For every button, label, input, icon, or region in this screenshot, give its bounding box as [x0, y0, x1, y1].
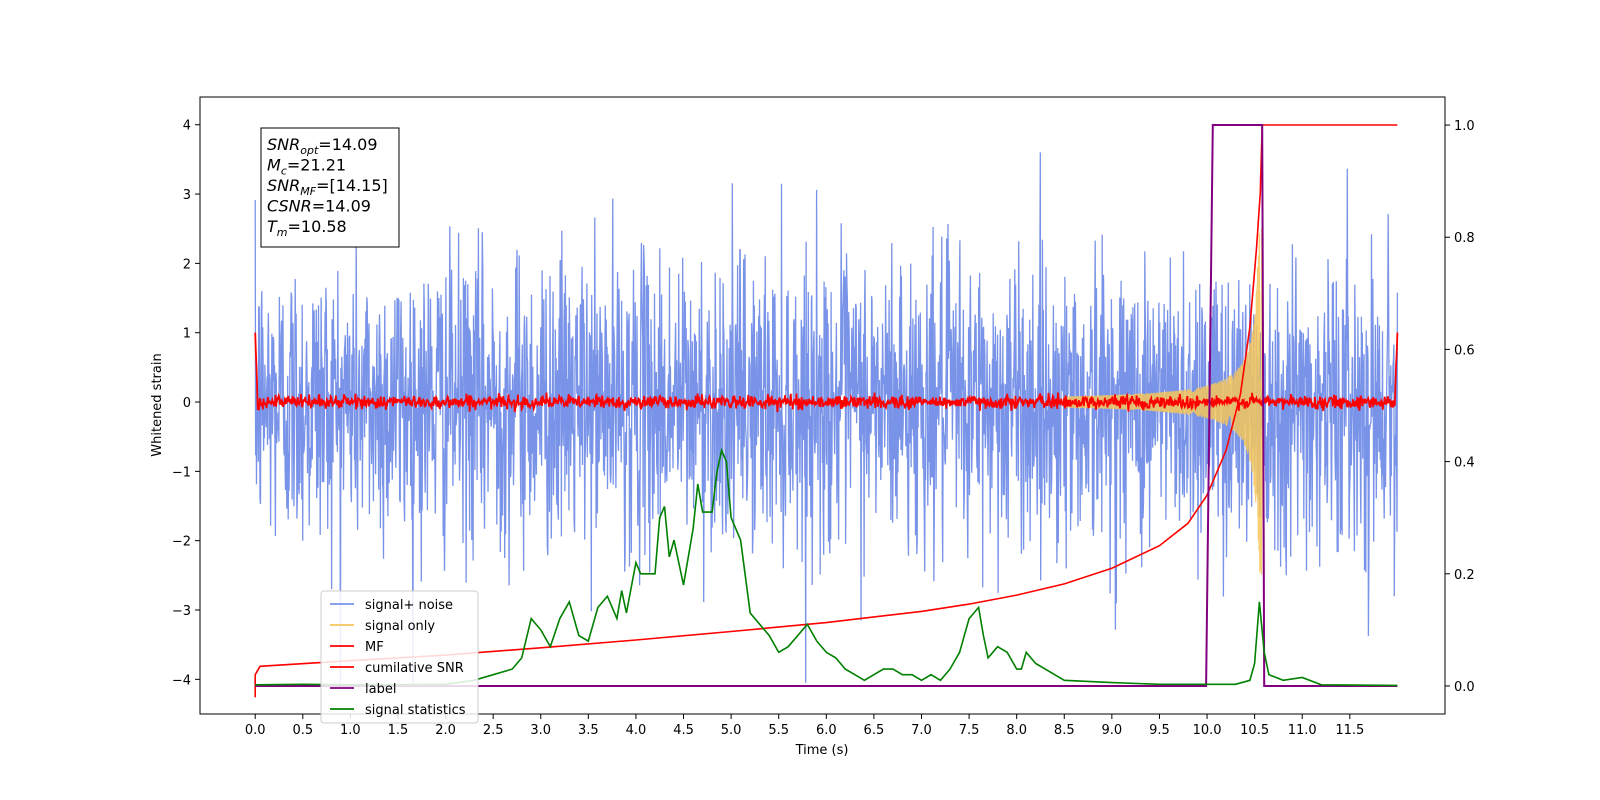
x-axis-label: Time (s) [795, 743, 849, 758]
y-axis-label: Whitened strain [150, 353, 165, 456]
x-tick-label: 11.5 [1335, 723, 1364, 738]
x-tick-label: 1.5 [388, 723, 409, 738]
x-tick-label: 10.0 [1193, 723, 1222, 738]
x-tick-label: 5.5 [768, 723, 789, 738]
x-tick-label: 2.0 [435, 723, 456, 738]
annotation-line: CSNR=14.09 [267, 197, 371, 216]
y-tick-label: −4 [172, 673, 191, 688]
x-tick-label: 9.5 [1149, 723, 1170, 738]
y2-tick-label: 0.8 [1454, 231, 1475, 246]
series-signal-statistics-line [255, 447, 1398, 687]
y2-tick-label: 1.0 [1454, 119, 1475, 134]
legend-label-signal-noise: signal+ noise [365, 598, 453, 613]
y-tick-label: 3 [183, 188, 191, 203]
axes-frame [199, 96, 1446, 715]
series-signal-noise-line [254, 152, 1399, 687]
x-tick-label: 7.0 [911, 723, 932, 738]
annotation-line: SNRopt=14.09 [267, 135, 378, 157]
series-label-line [255, 124, 1398, 687]
annotation-box: SNRopt=14.09Mc=21.21SNRMF=[14.15]CSNR=14… [260, 127, 400, 248]
annotation-line: Tm=10.58 [267, 217, 347, 239]
x-tick-label: 6.0 [816, 723, 837, 738]
legend-label-cumilative-snr: cumilative SNR [365, 661, 464, 676]
y-tick-label: 0 [183, 396, 191, 411]
x-tick-label: 3.5 [578, 723, 599, 738]
y-axis-right: 0.0 0.2 0.4 0.6 0.8 1.0 [1445, 119, 1475, 695]
x-tick-label: 7.5 [959, 723, 980, 738]
x-tick-label: 0.5 [292, 723, 313, 738]
legend-label-signal-statistics: signal statistics [365, 703, 466, 718]
series-mf-line [254, 332, 1399, 413]
x-tick-label: 2.5 [483, 723, 504, 738]
x-tick-label: 5.0 [721, 723, 742, 738]
legend-label-label: label [365, 682, 396, 697]
y2-tick-label: 0.4 [1454, 456, 1475, 471]
x-tick-label: 8.5 [1054, 723, 1075, 738]
legend-label-mf: MF [365, 640, 384, 655]
series-signal-only-line [1063, 228, 1263, 575]
annotation-line: Mc=21.21 [267, 156, 346, 178]
y-tick-label: 1 [183, 327, 191, 342]
x-tick-label: 1.0 [340, 723, 361, 738]
y-tick-label: 4 [183, 119, 191, 134]
y2-tick-label: 0.6 [1454, 343, 1475, 358]
y-axis-left: −4 −3 −2 −1 0 1 2 3 4 [172, 119, 200, 688]
y2-tick-label: 0.2 [1454, 568, 1475, 583]
y-tick-label: −1 [172, 465, 191, 480]
annotation-line: SNRMF=[14.15] [267, 176, 388, 198]
x-tick-label: 11.0 [1288, 723, 1317, 738]
x-tick-label: 4.5 [673, 723, 694, 738]
annotation-frame [260, 127, 400, 248]
y2-tick-label: 0.0 [1454, 680, 1475, 695]
x-tick-label: 4.0 [626, 723, 647, 738]
x-tick-label: 6.5 [864, 723, 885, 738]
x-tick-label: 0.0 [245, 723, 266, 738]
x-axis: 0.0 0.5 1.0 1.5 2.0 2.5 3.0 3.5 4.0 4.5 5.0 5.5 6.0 6… [245, 714, 1364, 738]
legend-label-signal-only: signal only [365, 619, 435, 634]
x-tick-label: 10.5 [1240, 723, 1269, 738]
x-tick-label: 3.0 [530, 723, 551, 738]
legend-frame [320, 590, 479, 724]
y-tick-label: 2 [183, 257, 191, 272]
legend: signal+ noise signal only MF cumilative SNR… [320, 590, 479, 724]
x-tick-label: 8.0 [1006, 723, 1027, 738]
y-tick-label: −2 [172, 535, 191, 550]
x-tick-label: 9.0 [1102, 723, 1123, 738]
y-tick-label: −3 [172, 604, 191, 619]
